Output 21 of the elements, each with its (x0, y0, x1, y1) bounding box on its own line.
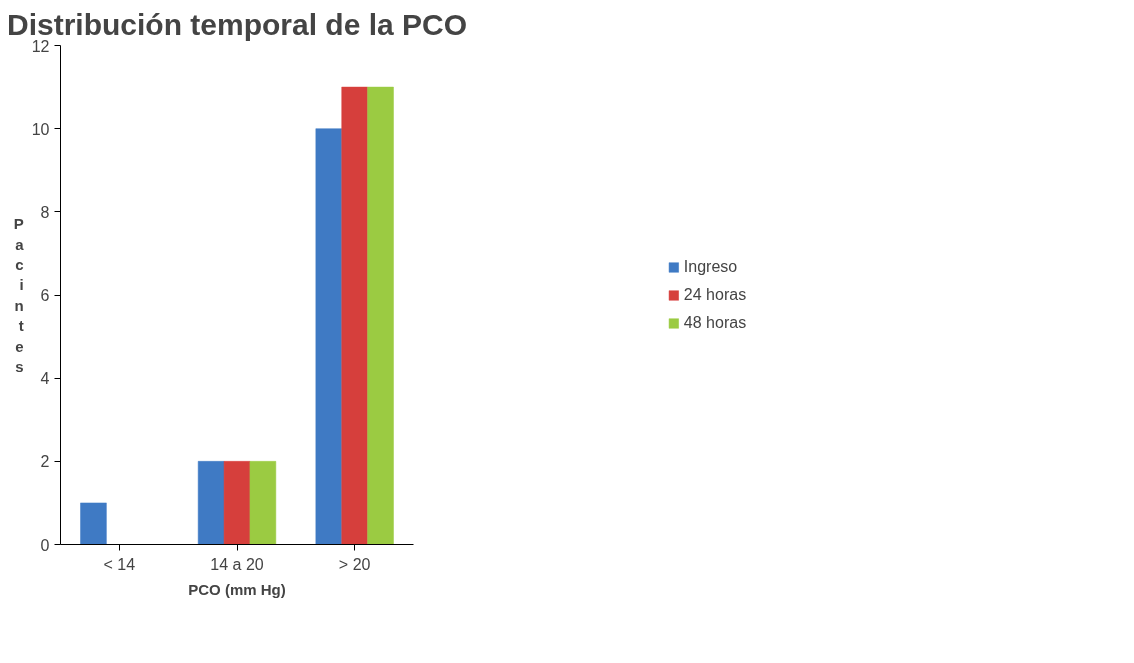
y-tick-label: 4 (40, 370, 50, 388)
x-axis-title: PCO (mm Hg) (188, 580, 286, 598)
x-tick-label: 14 a 20 (210, 555, 264, 573)
x-tick-label: > 20 (338, 555, 371, 573)
y-tick-label: 2 (40, 453, 50, 471)
legend-label: Ingreso (683, 257, 738, 276)
bar (249, 461, 277, 545)
y-axis-title: Pacintes (13, 215, 25, 375)
bar (80, 502, 107, 545)
legend-label: 24 horas (683, 285, 747, 304)
y-tick-label: 6 (40, 287, 50, 304)
bar (315, 128, 342, 545)
bar (341, 86, 368, 545)
legend-label: 48 horas (683, 313, 747, 332)
y-tick-label: 10 (31, 120, 50, 138)
bar (367, 86, 394, 545)
x-tick-label: < 14 (103, 555, 136, 573)
bar (223, 461, 251, 545)
y-tick-label: 0 (40, 536, 50, 554)
bar (197, 461, 225, 545)
y-tick-label: 8 (40, 203, 50, 221)
